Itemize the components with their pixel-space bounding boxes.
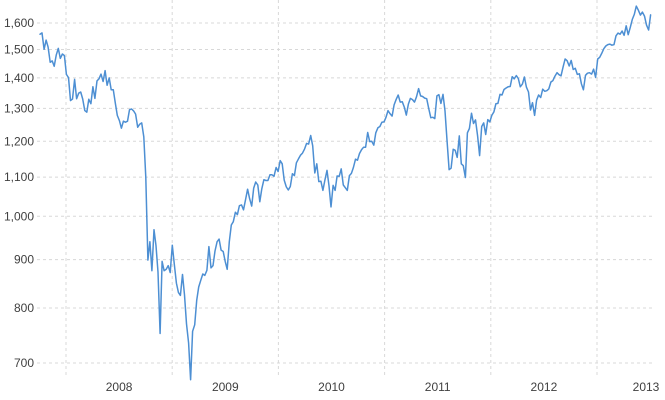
x-axis-labels-group: 2008 2009 2010 2011 2012 2013 (106, 380, 660, 394)
y-axis-tick-label: 900 (14, 253, 34, 267)
y-axis-tick-label: 1,100 (4, 170, 34, 184)
y-axis-tick-label: 700 (14, 356, 34, 370)
x-axis-tick-label: 2013 (633, 380, 660, 394)
y-axis-tick-label: 1,200 (4, 134, 34, 148)
h-gridlines-group (37, 22, 653, 364)
x-axis-tick-label: 2008 (106, 380, 133, 394)
y-axis-tick-label: 1,500 (4, 43, 34, 57)
y-axis-tick-label: 1,300 (4, 101, 34, 115)
y-axis-tick-label: 1,400 (4, 71, 34, 85)
y-axis-tick-label: 1,000 (4, 209, 34, 223)
y-axis-labels-group: 1,600 1,500 1,400 1,300 1,200 1,100 1,000 900 80… (4, 16, 34, 370)
x-axis-tick-label: 2009 (212, 380, 239, 394)
y-axis-tick-label: 1,600 (4, 16, 34, 30)
x-axis-tick-label: 2012 (531, 380, 558, 394)
price-line (39, 5, 652, 381)
x-axis-tick-label: 2010 (318, 380, 345, 394)
y-axis-tick-label: 800 (14, 301, 34, 315)
x-axis-tick-label: 2011 (425, 380, 451, 394)
